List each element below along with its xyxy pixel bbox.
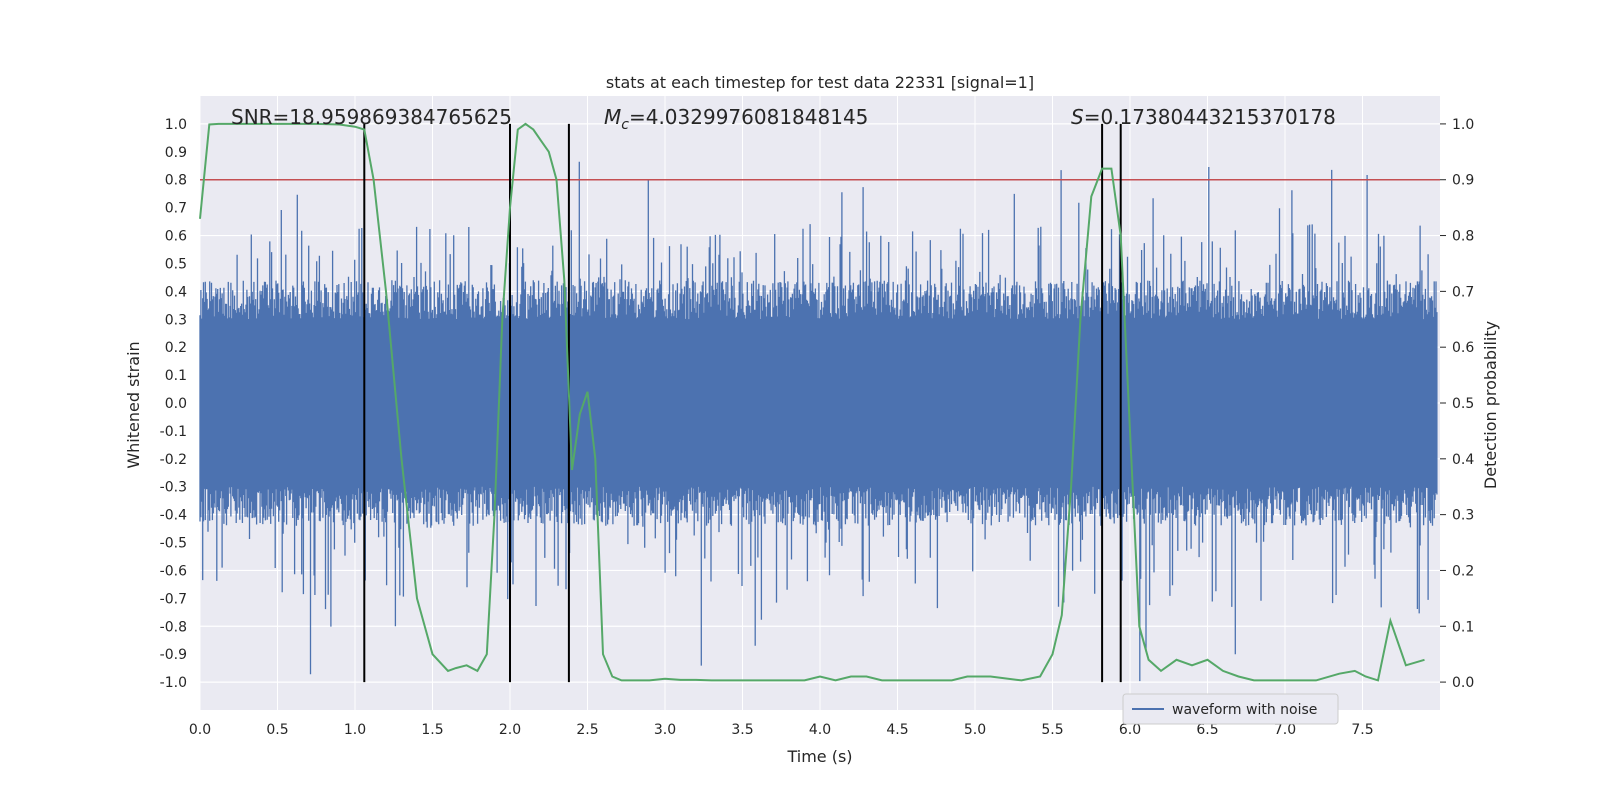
y-tick-label-right: 0.4 [1452, 452, 1474, 468]
legend-label: waveform with noise [1172, 702, 1317, 718]
y-tick-label-left: -1.0 [160, 675, 187, 691]
x-tick-label: 7.0 [1274, 722, 1296, 738]
y-tick-label-left: -0.3 [160, 480, 187, 496]
y-tick-label-left: 0.3 [165, 312, 187, 328]
y-tick-label-left: 0.6 [165, 229, 187, 245]
y-tick-label-right: 0.6 [1452, 340, 1474, 356]
y-tick-label-right: 0.0 [1452, 675, 1474, 691]
chart-title: stats at each timestep for test data 223… [606, 73, 1034, 92]
y-tick-label-right: 0.3 [1452, 508, 1474, 524]
x-tick-label: 4.0 [809, 722, 831, 738]
ticks: 0.0 0.5 1.0 1.5 2.0 2.5 3.0 3.5 4.0 4.5 5.0 5.5 6.0 6… [160, 117, 1475, 738]
y-tick-label-left: 0.8 [165, 173, 187, 189]
y-tick-label-right: 0.2 [1452, 563, 1474, 579]
chirp-mass-subscript: c [621, 117, 629, 133]
x-tick-label: 1.0 [344, 722, 366, 738]
y-axis-label-right: Detection probability [1481, 321, 1500, 489]
y-tick-label-left: -0.7 [160, 591, 187, 607]
y-tick-label-right: 0.9 [1452, 173, 1474, 189]
y-tick-label-left: 0.2 [165, 340, 187, 356]
y-axis-label-left: Whitened strain [124, 341, 143, 468]
y-tick-label-left: 0.9 [165, 145, 187, 161]
probability-series [199, 122, 1425, 682]
y-tick-label-right: 0.8 [1452, 229, 1474, 245]
snr-annotation: SNR=18.959869384765625 [231, 105, 512, 129]
x-tick-label: 5.0 [964, 722, 986, 738]
chirp-mass-symbol: M [604, 105, 621, 129]
x-tick-label: 2.0 [499, 722, 521, 738]
y-tick-label-right: 0.7 [1452, 284, 1474, 300]
y-tick-label-right: 1.0 [1452, 117, 1474, 133]
x-tick-label: 6.0 [1119, 722, 1141, 738]
y-tick-label-left: -0.4 [160, 508, 187, 524]
y-tick-label-right: 0.1 [1452, 619, 1474, 635]
y-tick-label-left: 0.4 [165, 284, 187, 300]
x-tick-label: 7.5 [1351, 722, 1373, 738]
detection-probability-line [199, 122, 1425, 682]
x-axis-label: Time (s) [786, 747, 852, 766]
y-tick-label-left: -0.9 [160, 647, 187, 663]
s-value: =0.17380443215370178 [1084, 105, 1336, 129]
x-tick-label: 5.5 [1041, 722, 1063, 738]
chirp-mass-value: =4.0329976081848145 [629, 105, 868, 129]
y-tick-label-left: -0.6 [160, 563, 187, 579]
s-annotation: S=0.17380443215370178 [1071, 105, 1336, 129]
y-tick-label-left: -0.2 [160, 452, 187, 468]
y-tick-label-left: 0.1 [165, 368, 187, 384]
x-tick-label: 0.0 [189, 722, 211, 738]
x-tick-label: 6.5 [1196, 722, 1218, 738]
y-tick-label-left: -0.5 [160, 536, 187, 552]
y-tick-label-left: -0.1 [160, 424, 187, 440]
x-tick-label: 4.5 [886, 722, 908, 738]
x-tick-label: 3.5 [731, 722, 753, 738]
y-tick-label-left: -0.8 [160, 619, 187, 635]
y-tick-label-right: 0.5 [1452, 396, 1474, 412]
y-tick-label-left: 1.0 [165, 117, 187, 133]
legend: waveform with noise [1122, 693, 1339, 725]
y-tick-label-left: 0.7 [165, 201, 187, 217]
x-tick-label: 0.5 [266, 722, 288, 738]
x-tick-label: 1.5 [421, 722, 443, 738]
s-symbol: S [1071, 105, 1084, 129]
waveform-trace [199, 161, 1438, 682]
x-tick-label: 3.0 [654, 722, 676, 738]
chirp-mass-annotation: Mc=4.0329976081848145 [604, 105, 868, 133]
x-tick-label: 2.5 [576, 722, 598, 738]
legend-box [1122, 693, 1339, 725]
y-tick-label-left: 0.0 [165, 396, 187, 412]
y-tick-label-left: 0.5 [165, 256, 187, 272]
waveform-series [199, 161, 1438, 682]
